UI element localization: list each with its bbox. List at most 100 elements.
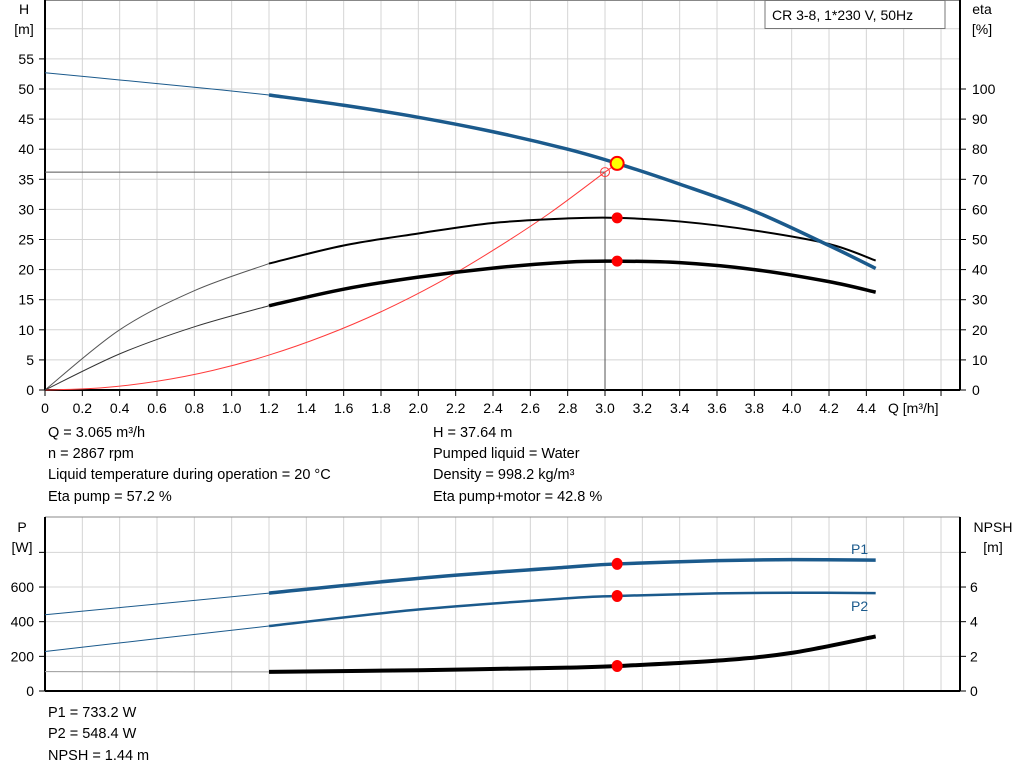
p-tick-label: 400 <box>11 614 35 630</box>
eta-tick-label: 30 <box>972 292 988 308</box>
eta-tick-label: 100 <box>972 81 996 97</box>
p-tick-label: 0 <box>26 683 34 699</box>
q-tick-label: 0.8 <box>185 400 205 416</box>
head-curve <box>268 93 877 270</box>
h-axis-title: H <box>19 1 29 17</box>
info-speed: n = 2867 rpm <box>48 446 134 462</box>
npsh-tick-label: 0 <box>970 683 978 699</box>
q-tick-label: 3.4 <box>670 400 690 416</box>
eta-tick-label: 50 <box>972 232 988 248</box>
eta-total-curve-extrapolated <box>44 305 270 391</box>
q-tick-label: 3.0 <box>595 400 615 416</box>
info-q: Q = 3.065 m³/h <box>48 425 146 441</box>
p1-duty-point <box>611 557 623 570</box>
h-tick-label: 35 <box>18 171 34 187</box>
info-h: H = 37.64 m <box>433 425 513 441</box>
top-curves <box>44 72 877 391</box>
eta-tick-label: 60 <box>972 201 988 217</box>
h-tick-label: 40 <box>18 141 34 157</box>
q-tick-label: 3.2 <box>633 400 653 416</box>
info-npsh: NPSH = 1.44 m <box>48 748 150 764</box>
q-tick-label: 4.0 <box>782 400 802 416</box>
q-tick-label: 1.0 <box>222 400 242 416</box>
q-tick-label: 2.2 <box>446 400 466 416</box>
eta-total-duty-point <box>611 255 623 267</box>
h-tick-label: 55 <box>18 51 34 67</box>
npsh-tick-label: 4 <box>970 614 978 630</box>
eta-tick-label: 80 <box>972 141 988 157</box>
p2-series-label: P2 <box>851 598 868 614</box>
q-tick-label: 1.8 <box>371 400 391 416</box>
eta-pump-curve <box>268 216 877 265</box>
eta-axis-title: eta <box>972 1 992 17</box>
h-tick-label: 0 <box>26 382 34 398</box>
q-tick-label: 2.6 <box>521 400 541 416</box>
npsh-duty-point <box>611 660 623 673</box>
npsh-curve <box>268 634 877 674</box>
h-tick-label: 45 <box>18 111 34 127</box>
system-point-marker <box>600 167 611 178</box>
info-p2: P2 = 548.4 W <box>48 726 137 742</box>
q-tick-label: 3.6 <box>707 400 727 416</box>
h-tick-label: 50 <box>18 81 34 97</box>
p-tick-label: 600 <box>11 579 35 595</box>
info-eta-total: Eta pump+motor = 42.8 % <box>433 489 603 505</box>
npsh-axis-unit: [m] <box>983 539 1002 555</box>
p-axis-title: P <box>17 519 26 535</box>
info-p1: P1 = 733.2 W <box>48 705 137 721</box>
eta-axis-unit: [%] <box>972 21 992 37</box>
p1-curve <box>268 557 876 595</box>
h-tick-label: 25 <box>18 232 34 248</box>
npsh-axis-title: NPSH <box>974 519 1013 535</box>
axis-labels: H [m] eta [%] Q [m³/h] P [W] NPSH [m] P1… <box>12 1 1013 614</box>
eta-tick-label: 20 <box>972 322 988 338</box>
legend-text: CR 3-8, 1*230 V, 50Hz <box>772 7 913 23</box>
head-curve-extrapolated <box>44 72 270 96</box>
npsh-tick-label: 2 <box>970 648 978 664</box>
p-tick-label: 200 <box>11 648 35 664</box>
q-tick-label: 2.4 <box>483 400 503 416</box>
q-tick-label: 1.2 <box>259 400 279 416</box>
p2-duty-point <box>611 589 623 602</box>
npsh-tick-label: 6 <box>970 579 978 595</box>
eta-total-curve <box>268 259 877 308</box>
eta-tick-label: 40 <box>972 262 988 278</box>
bottom-grid: 0 200 400 600 0 2 4 6 <box>11 516 978 699</box>
h-tick-label: 5 <box>26 352 34 368</box>
legend-box: CR 3-8, 1*230 V, 50Hz <box>764 0 946 29</box>
q-tick-label: 0.6 <box>147 400 167 416</box>
q-tick-label: 1.4 <box>297 400 317 416</box>
p2-curve <box>268 591 876 628</box>
h-tick-label: 10 <box>18 322 34 338</box>
q-tick-label: 4.2 <box>819 400 839 416</box>
eta-pump-curve-extrapolated <box>44 263 270 391</box>
bottom-curves <box>44 557 877 674</box>
q-axis-title: Q [m³/h] <box>888 400 939 416</box>
info-temperature: Liquid temperature during operation = 20… <box>48 467 331 483</box>
eta-tick-label: 10 <box>972 352 988 368</box>
q-tick-label: 2.0 <box>409 400 429 416</box>
info-eta-pump: Eta pump = 57.2 % <box>48 489 172 505</box>
q-tick-label: 0 <box>41 400 49 416</box>
system-curve <box>44 171 606 391</box>
q-tick-label: 3.8 <box>745 400 765 416</box>
eta-tick-label: 70 <box>972 171 988 187</box>
info-liquid: Pumped liquid = Water <box>433 446 580 462</box>
q-tick-label: 2.8 <box>558 400 578 416</box>
q-tick-label: 4.4 <box>857 400 877 416</box>
p-axis-unit: [W] <box>12 539 33 555</box>
p1-curve-extrapolated <box>44 592 270 616</box>
h-axis-unit: [m] <box>14 21 33 37</box>
q-tick-label: 0.4 <box>110 400 130 416</box>
eta-tick-label: 90 <box>972 111 988 127</box>
h-tick-label: 30 <box>18 201 34 217</box>
eta-pump-duty-point <box>611 212 623 224</box>
p1-series-label: P1 <box>851 541 868 557</box>
p2-curve-extrapolated <box>44 625 270 652</box>
h-tick-label: 20 <box>18 262 34 278</box>
q-tick-label: 0.2 <box>73 400 93 416</box>
top-grid: 0 0.2 0.4 0.6 0.8 1.0 1.2 1.4 1.6 1.8 2.0 2.2 2.4 2.6… <box>18 0 996 416</box>
q-tick-label: 1.6 <box>334 400 354 416</box>
info-density: Density = 998.2 kg/m³ <box>433 467 575 483</box>
